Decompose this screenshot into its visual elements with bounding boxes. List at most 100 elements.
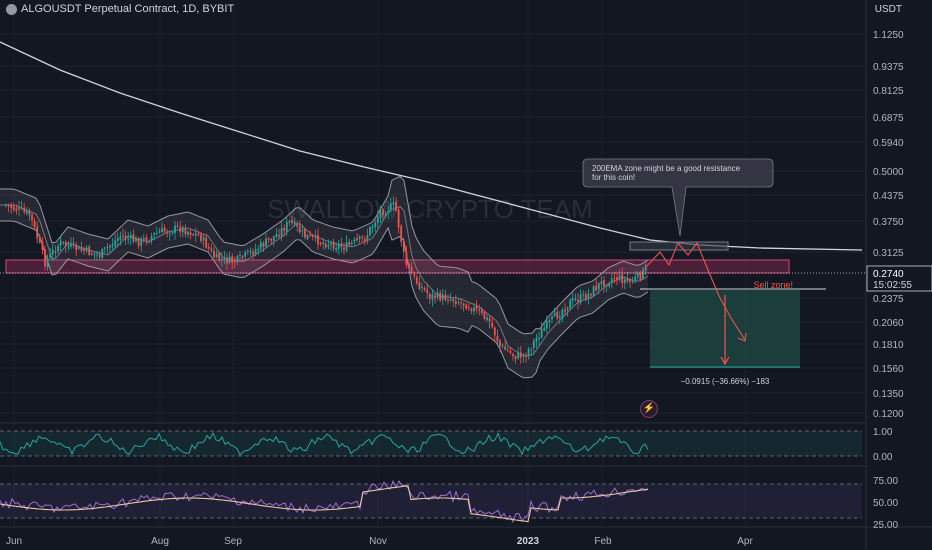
indicator2-tick-label: 25.00	[873, 520, 898, 531]
candle-body	[270, 239, 273, 241]
candle-body	[350, 242, 353, 245]
symbol-logo-icon	[6, 3, 17, 15]
ema-zone-box[interactable]	[629, 241, 729, 251]
chart-header[interactable]: ALGOUSDT Perpetual Contract, 1D, BYBIT	[6, 3, 234, 15]
measure-label: −0.0915 (−36.66%) −183	[681, 377, 770, 386]
time-tick-label: Feb	[594, 536, 612, 547]
price-tick-label: 0.1350	[873, 389, 904, 400]
candle-body	[85, 247, 88, 251]
candle-body	[465, 304, 468, 309]
lightning-icon[interactable]: ⚡	[640, 400, 658, 418]
candle-body	[561, 309, 564, 318]
candle-body	[184, 227, 187, 235]
candle-body	[639, 272, 642, 280]
candle-body	[509, 350, 512, 353]
candle-body	[31, 214, 33, 220]
candle-body	[246, 250, 249, 252]
candle-body	[293, 221, 296, 225]
candle-body	[249, 251, 252, 253]
candle-body	[358, 236, 361, 240]
price-tick-label: 0.8125	[873, 86, 904, 97]
candle-body	[119, 236, 122, 240]
candle-body	[353, 239, 356, 242]
candle-body	[23, 208, 26, 212]
candle-body	[174, 225, 176, 233]
time-tick-label: Nov	[369, 536, 387, 547]
candle-body	[483, 311, 486, 319]
candle-body	[7, 204, 10, 206]
candle-body	[613, 277, 616, 279]
callout-bubble[interactable]	[582, 158, 774, 237]
candle-body	[88, 246, 91, 255]
candle-body	[428, 293, 431, 299]
candle-body	[168, 233, 171, 235]
candle-body	[298, 226, 301, 233]
candle-body	[415, 277, 418, 284]
candle-body	[566, 307, 569, 311]
candle-body	[457, 302, 460, 304]
candle-body	[361, 236, 364, 238]
resistance-zone[interactable]	[5, 259, 790, 274]
candle-body	[83, 249, 85, 251]
candle-body	[504, 346, 507, 350]
candle-body	[75, 244, 78, 251]
candle-body	[478, 309, 481, 312]
candle-body	[153, 233, 156, 235]
candle-body	[262, 242, 265, 247]
candle-body	[527, 349, 530, 357]
candle-body	[525, 355, 527, 357]
candle-body	[215, 253, 218, 258]
candle-body	[265, 238, 267, 247]
candle-body	[597, 283, 600, 290]
candle-body	[18, 207, 20, 210]
price-tick-label: 0.6875	[873, 113, 904, 124]
chart-title: ALGOUSDT Perpetual Contract, 1D, BYBIT	[21, 3, 235, 15]
candle-body	[111, 244, 114, 246]
candle-body	[114, 240, 117, 246]
candle-body	[506, 349, 509, 351]
candle-body	[634, 276, 637, 281]
price-tick-label: 0.2060	[873, 318, 904, 329]
measure-arrow-head	[720, 356, 730, 366]
candle-body	[330, 243, 332, 245]
candle-body	[288, 221, 291, 223]
candle-body	[374, 222, 377, 228]
candles	[5, 196, 647, 364]
candle-body	[514, 356, 517, 359]
watermark: SWALLOW CRYPTO TEAM	[267, 194, 593, 224]
time-tick-label: Jun	[6, 536, 22, 547]
candle-body	[226, 257, 228, 264]
candle-body	[356, 238, 358, 241]
candle-body	[467, 307, 470, 309]
candle-body	[213, 250, 215, 258]
candle-body	[470, 308, 473, 312]
candle-body	[532, 340, 535, 348]
candle-body	[59, 240, 62, 246]
candle-body	[491, 322, 494, 328]
time-tick-label: 2023	[517, 536, 540, 547]
candle-body	[408, 263, 410, 268]
candle-body	[626, 278, 629, 282]
candle-body	[306, 235, 309, 239]
candle-body	[444, 294, 447, 300]
indicator2-signal	[0, 485, 649, 523]
candle-body	[345, 242, 348, 251]
candle-body	[369, 227, 371, 235]
candle-body	[275, 234, 278, 237]
candle-body	[441, 294, 444, 300]
candle-body	[257, 248, 260, 250]
indicator1-band	[0, 431, 862, 456]
candle-body	[259, 242, 262, 249]
candle-body	[384, 213, 387, 217]
candle-body	[51, 250, 54, 255]
candle-body	[239, 255, 241, 257]
candle-body	[608, 283, 611, 287]
candle-body	[38, 237, 41, 243]
candle-body	[10, 205, 13, 208]
candle-body	[379, 210, 382, 218]
candle-body	[137, 238, 140, 246]
candle-body	[538, 337, 540, 340]
candle-body	[96, 253, 98, 255]
candle-body	[475, 305, 478, 310]
